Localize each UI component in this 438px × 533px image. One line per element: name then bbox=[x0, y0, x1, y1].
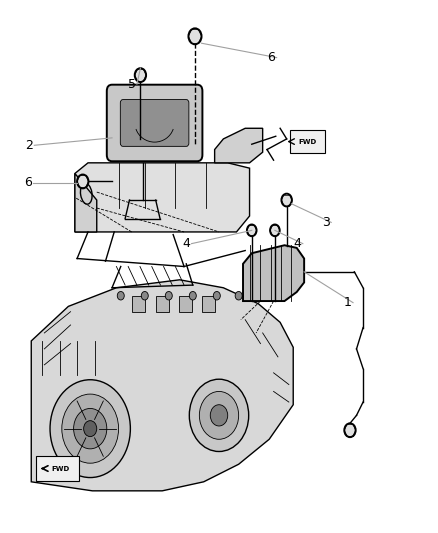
Text: 4: 4 bbox=[293, 237, 301, 250]
Bar bbox=[179, 296, 192, 312]
Circle shape bbox=[50, 379, 131, 478]
Bar bbox=[132, 296, 145, 312]
Polygon shape bbox=[243, 245, 304, 301]
Text: 1: 1 bbox=[344, 296, 352, 309]
Circle shape bbox=[77, 174, 88, 188]
FancyBboxPatch shape bbox=[120, 100, 189, 147]
Circle shape bbox=[213, 292, 220, 300]
FancyBboxPatch shape bbox=[107, 85, 202, 161]
Circle shape bbox=[189, 292, 196, 300]
Circle shape bbox=[62, 394, 119, 463]
Text: FWD: FWD bbox=[298, 139, 316, 144]
Polygon shape bbox=[75, 173, 97, 232]
Polygon shape bbox=[31, 280, 293, 491]
Text: 5: 5 bbox=[128, 78, 136, 91]
Text: 2: 2 bbox=[25, 139, 33, 152]
Circle shape bbox=[188, 28, 201, 44]
Circle shape bbox=[189, 379, 249, 451]
Circle shape bbox=[165, 292, 172, 300]
Circle shape bbox=[141, 292, 148, 300]
Circle shape bbox=[135, 68, 146, 82]
FancyBboxPatch shape bbox=[36, 456, 79, 481]
Polygon shape bbox=[215, 128, 263, 163]
Circle shape bbox=[344, 423, 356, 437]
Text: 6: 6 bbox=[268, 51, 276, 64]
Circle shape bbox=[117, 292, 124, 300]
Bar bbox=[201, 296, 215, 312]
Circle shape bbox=[282, 193, 292, 206]
Text: FWD: FWD bbox=[51, 465, 70, 472]
Circle shape bbox=[199, 391, 239, 439]
Text: 3: 3 bbox=[322, 216, 330, 229]
Circle shape bbox=[247, 224, 257, 236]
Circle shape bbox=[210, 405, 228, 426]
Circle shape bbox=[270, 224, 280, 236]
Polygon shape bbox=[75, 163, 250, 232]
Circle shape bbox=[74, 408, 107, 449]
Text: 4: 4 bbox=[182, 237, 190, 250]
Circle shape bbox=[84, 421, 97, 437]
Text: 6: 6 bbox=[24, 176, 32, 189]
FancyBboxPatch shape bbox=[290, 131, 325, 153]
Circle shape bbox=[235, 292, 242, 300]
Bar bbox=[155, 296, 169, 312]
